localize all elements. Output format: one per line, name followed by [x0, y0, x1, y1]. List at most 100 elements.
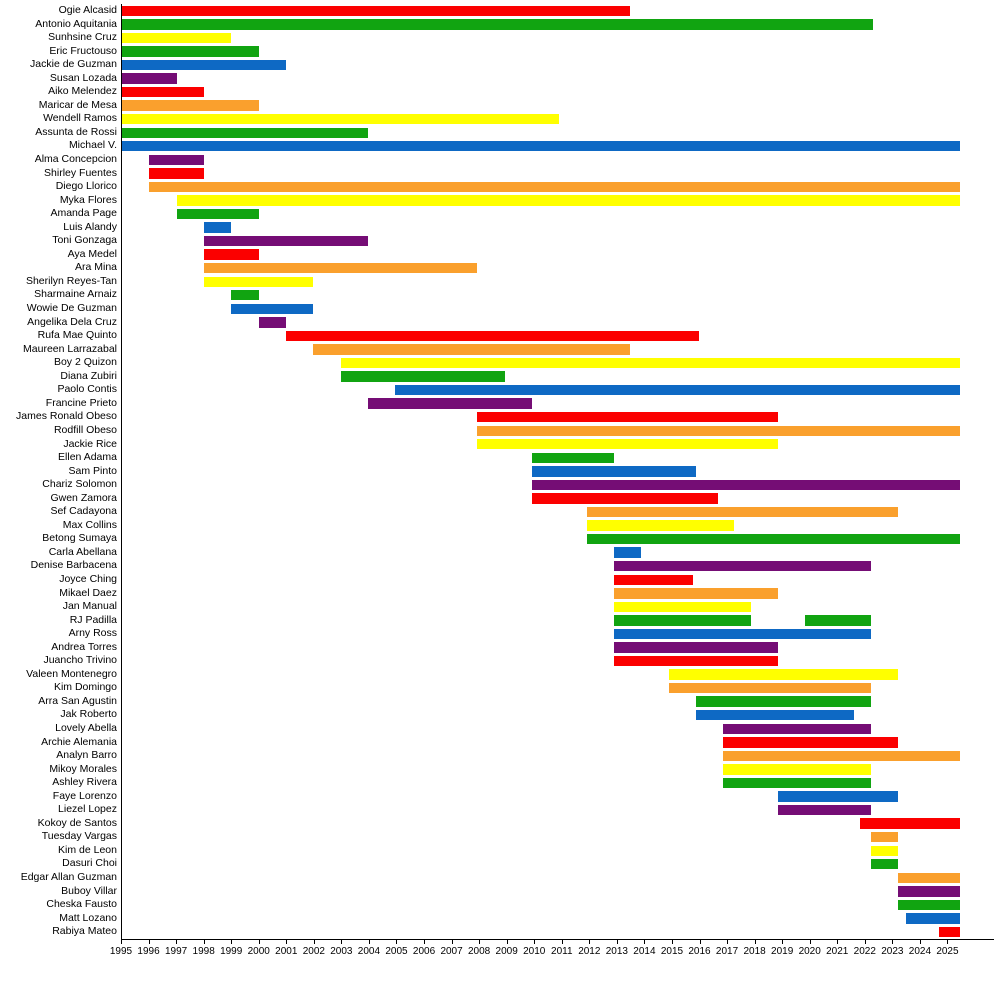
axis-tick — [809, 939, 811, 944]
axis-year-label: 2018 — [743, 945, 766, 957]
timeline-bar-purple — [777, 804, 871, 816]
row-plot-area — [121, 234, 988, 248]
row-plot-area — [121, 776, 988, 790]
row-plot-area — [121, 356, 988, 370]
timeline-row: Sam Pinto — [0, 464, 1000, 479]
timeline-row: Eric Fructouso — [0, 44, 1000, 59]
timeline-bar-green — [870, 859, 899, 870]
timeline-bar-red — [723, 737, 899, 748]
timeline-bar-purple — [613, 561, 871, 572]
timeline-bar-blue — [122, 59, 286, 71]
member-name: Eric Fructouso — [49, 44, 117, 57]
timeline-row: Arny Ross — [0, 627, 1000, 641]
axis-tick — [148, 939, 150, 944]
member-name: Rabiya Mateo — [52, 925, 117, 938]
timeline-row: Maricar de Mesa — [0, 98, 1000, 113]
axis-year-label: 2025 — [936, 945, 959, 957]
member-name: Ogie Alcasid — [58, 4, 117, 16]
timeline-bar-blue — [531, 466, 696, 477]
timeline-bar-green — [176, 208, 259, 220]
row-plot-area — [121, 44, 988, 59]
row-plot-area — [121, 58, 988, 72]
timeline-bar-purple — [149, 154, 204, 165]
timeline-row: Kim de Leon — [0, 843, 1000, 858]
row-plot-area — [121, 762, 988, 777]
row-plot-area — [121, 735, 988, 750]
row-plot-area — [121, 518, 988, 533]
timeline-row: Analyn Barro — [0, 749, 1000, 763]
row-plot-area — [121, 911, 988, 926]
timeline-bar-green — [122, 46, 259, 57]
row-plot-area — [121, 505, 988, 519]
axis-tick — [534, 939, 536, 944]
axis-year-label: 2008 — [468, 945, 491, 957]
axis-year-label: 2016 — [688, 945, 711, 957]
member-name: Matt Lozano — [59, 911, 117, 924]
timeline-bar-blue — [695, 710, 855, 721]
row-plot-area — [121, 898, 988, 912]
timeline-bar-red — [859, 818, 960, 829]
axis-year-label: 1995 — [109, 945, 133, 957]
member-name: Kim Domingo — [53, 681, 117, 694]
row-plot-area — [121, 464, 988, 479]
timeline-row: Denise Barbacena — [0, 559, 1000, 573]
timeline-row: Rabiya Mateo — [0, 925, 1000, 939]
row-plot-area — [121, 17, 988, 32]
timeline-rows: Ogie Alcasid Antonio Aquitania Sunhsine Cr… — [0, 4, 1000, 939]
timeline-bar-yellow — [340, 357, 960, 369]
axis-tick — [341, 939, 343, 944]
axis-year-label: 2012 — [578, 945, 601, 957]
timeline-bar-yellow — [122, 32, 232, 44]
timeline-row: Antonio Aquitania — [0, 17, 1000, 32]
row-plot-area — [121, 71, 988, 86]
axis-year-label: 2014 — [633, 945, 656, 957]
row-plot-area — [121, 437, 988, 452]
member-name: Maureen Larrazabal — [23, 342, 117, 355]
axis-tick — [506, 939, 508, 944]
member-name: Amanda Page — [50, 207, 117, 220]
axis-year-label: 2005 — [385, 945, 408, 957]
timeline-bar-blue — [613, 547, 642, 558]
timeline-bar-red — [203, 249, 259, 260]
axis-year-label: 2024 — [908, 945, 932, 957]
member-name: Buboy Villar — [61, 884, 117, 897]
timeline-bar-yellow — [668, 669, 899, 680]
row-plot-area — [121, 4, 988, 18]
member-name: Aiko Melendez — [48, 85, 117, 98]
member-name: Jackie Rice — [63, 437, 117, 450]
timeline-row: Ellen Adama — [0, 451, 1000, 465]
timeline-row: Chariz Solomon — [0, 478, 1000, 492]
axis-year-label: 1998 — [192, 945, 215, 957]
row-plot-area — [121, 112, 988, 126]
timeline-row: Susan Lozada — [0, 71, 1000, 86]
member-name: Myka Flores — [59, 193, 117, 206]
timeline-bar-green — [586, 533, 960, 545]
timeline-row: Francine Prieto — [0, 396, 1000, 411]
timeline-row: Andrea Torres — [0, 640, 1000, 655]
member-name: Juancho Trivino — [43, 654, 117, 667]
row-plot-area — [121, 478, 988, 492]
row-plot-area — [121, 98, 988, 113]
row-plot-area — [121, 491, 988, 506]
row-plot-area — [121, 329, 988, 343]
timeline-row: Carla Abellana — [0, 545, 1000, 560]
row-plot-area — [121, 857, 988, 871]
timeline-row: Wowie De Guzman — [0, 302, 1000, 316]
row-plot-area — [121, 220, 988, 235]
member-name: Luis Alandy — [63, 220, 117, 233]
member-name: Max Collins — [62, 518, 117, 531]
axis-year-label: 2010 — [523, 945, 546, 957]
timeline-bar-orange — [313, 344, 631, 355]
axis-tick — [561, 939, 563, 944]
row-plot-area — [121, 288, 988, 303]
timeline-bar-blue — [906, 913, 960, 924]
timeline-row: Juancho Trivino — [0, 654, 1000, 668]
row-plot-area — [121, 125, 988, 140]
timeline-row: Boy 2 Quizon — [0, 356, 1000, 370]
axis-tick — [368, 939, 370, 944]
member-name: Arra San Agustin — [38, 694, 117, 707]
row-plot-area — [121, 180, 988, 194]
timeline-bar-orange — [149, 181, 960, 193]
axis-year-label: 2007 — [440, 945, 463, 957]
row-plot-area — [121, 545, 988, 560]
